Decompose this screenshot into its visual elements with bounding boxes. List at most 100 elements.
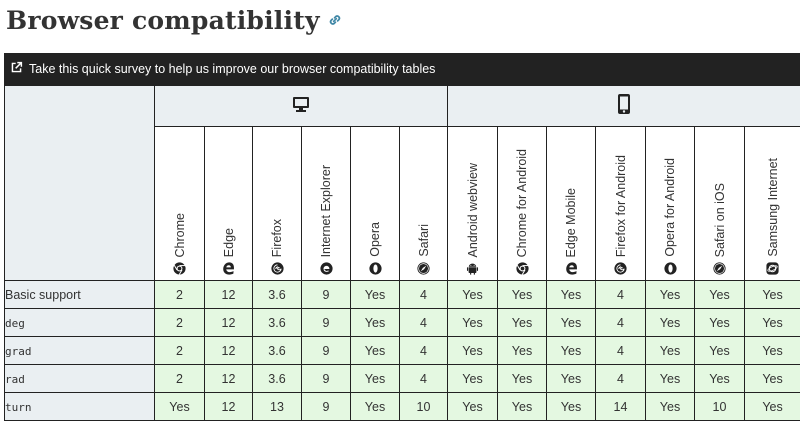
support-cell[interactable]: Yes [645, 308, 695, 337]
support-cell[interactable]: 4 [399, 364, 448, 393]
support-cell[interactable]: 9 [301, 336, 351, 365]
support-cell[interactable]: 10 [694, 392, 745, 421]
support-cell[interactable]: Yes [645, 364, 695, 393]
support-cell[interactable]: Yes [645, 280, 695, 309]
browser-name: Edge [221, 227, 236, 257]
support-cell[interactable]: 3.6 [252, 364, 302, 393]
browser-name: Android webview [465, 162, 480, 258]
table-row: rad 2 12 3.6 9 Yes 4 Yes Yes Yes 4 Yes Yes Yes [4, 364, 800, 393]
support-cell[interactable]: 4 [595, 308, 646, 337]
feature-code: rad [5, 372, 25, 386]
support-cell[interactable]: 4 [595, 336, 646, 365]
support-cell[interactable]: 3.6 [252, 336, 302, 365]
feature-label: Basic support [5, 287, 81, 302]
browser-header-opera-for-android: Opera for Android [645, 126, 695, 281]
support-cell[interactable]: Yes [546, 336, 596, 365]
support-cell[interactable]: Yes [350, 280, 400, 309]
support-cell[interactable]: Yes [743, 392, 800, 421]
support-cell[interactable]: Yes [546, 308, 596, 337]
support-cell[interactable]: Yes [497, 336, 547, 365]
support-cell[interactable]: Yes [497, 364, 547, 393]
browser-name: Edge Mobile [564, 187, 578, 258]
browser-header-edge-mobile: Edge Mobile [546, 126, 596, 281]
support-cell[interactable]: Yes [497, 392, 547, 421]
browser-header-safari-on-ios: Safari on iOS [694, 126, 745, 281]
platform-desktop [154, 85, 448, 127]
table-row: turn Yes 12 13 9 Yes 10 Yes Yes Yes 14 Yes 10 Yes [4, 392, 800, 421]
support-cell[interactable]: Yes [447, 336, 498, 365]
support-cell[interactable]: 4 [399, 336, 448, 365]
survey-banner[interactable]: Take this quick survey to help us improv… [4, 53, 800, 85]
feature-name: rad [4, 364, 155, 393]
support-cell[interactable]: Yes [350, 336, 400, 365]
browser-header-internet-explorer: Internet Explorer [301, 126, 351, 281]
support-cell[interactable]: 12 [204, 364, 253, 393]
support-cell[interactable]: Yes [447, 308, 498, 337]
support-cell[interactable]: Yes [497, 280, 547, 309]
link-icon[interactable] [328, 13, 342, 27]
support-cell[interactable]: Yes [694, 280, 745, 309]
support-cell[interactable]: Yes [743, 280, 800, 309]
desktop-icon [291, 96, 311, 118]
browser-name: Opera [368, 222, 382, 257]
external-link-icon [10, 61, 23, 77]
table-corner [4, 85, 155, 281]
section-heading: Browser compatibility [6, 2, 342, 38]
browser-name: Chrome [172, 212, 187, 257]
support-cell[interactable]: 12 [204, 280, 253, 309]
support-cell[interactable]: 10 [399, 392, 448, 421]
support-cell[interactable]: 4 [399, 280, 448, 309]
browser-name: Samsung Internet [765, 158, 780, 257]
browser-header-edge: Edge [204, 126, 253, 281]
samsung-icon [766, 262, 779, 275]
opera-icon [663, 262, 677, 275]
support-cell[interactable]: 12 [204, 392, 253, 421]
support-cell[interactable]: 12 [204, 336, 253, 365]
support-cell[interactable]: 9 [301, 392, 351, 421]
support-cell[interactable]: Yes [546, 280, 596, 309]
browser-header-firefox: Firefox [252, 126, 302, 281]
browser-header-safari: Safari [399, 126, 448, 281]
support-cell[interactable]: Yes [694, 336, 745, 365]
support-cell[interactable]: Yes [350, 364, 400, 393]
feature-code: grad [5, 344, 32, 358]
support-cell[interactable]: Yes [497, 308, 547, 337]
support-cell[interactable]: Yes [447, 280, 498, 309]
chrome-icon [515, 262, 529, 275]
safari-icon [713, 262, 726, 275]
support-cell[interactable]: 9 [301, 308, 351, 337]
survey-link[interactable]: Take this quick survey to help us improv… [29, 62, 436, 76]
support-cell[interactable]: 2 [154, 364, 205, 393]
support-cell[interactable]: 9 [301, 364, 351, 393]
support-cell[interactable]: Yes [645, 392, 695, 421]
support-cell[interactable]: Yes [743, 336, 800, 365]
support-cell[interactable]: Yes [743, 308, 800, 337]
support-cell[interactable]: 14 [595, 392, 646, 421]
support-cell[interactable]: Yes [694, 364, 745, 393]
support-cell[interactable]: Yes [546, 364, 596, 393]
support-cell[interactable]: Yes [546, 392, 596, 421]
support-cell[interactable]: Yes [743, 364, 800, 393]
support-cell[interactable]: Yes [154, 392, 205, 421]
support-cell[interactable]: 4 [595, 364, 646, 393]
support-cell[interactable]: 9 [301, 280, 351, 309]
support-cell[interactable]: Yes [447, 364, 498, 393]
support-cell[interactable]: 4 [595, 280, 646, 309]
browser-header-opera: Opera [350, 126, 400, 281]
support-cell[interactable]: Yes [694, 308, 745, 337]
support-cell[interactable]: Yes [645, 336, 695, 365]
support-cell[interactable]: 2 [154, 308, 205, 337]
support-cell[interactable]: 3.6 [252, 308, 302, 337]
support-cell[interactable]: 13 [252, 392, 302, 421]
support-cell[interactable]: 2 [154, 280, 205, 309]
support-cell[interactable]: Yes [350, 392, 400, 421]
browser-name: Safari on iOS [712, 182, 727, 257]
safari-icon [417, 262, 430, 275]
support-cell[interactable]: Yes [447, 392, 498, 421]
support-cell[interactable]: 12 [204, 308, 253, 337]
support-cell[interactable]: 3.6 [252, 280, 302, 309]
support-cell[interactable]: Yes [350, 308, 400, 337]
feature-name: grad [4, 336, 155, 365]
support-cell[interactable]: 4 [399, 308, 448, 337]
support-cell[interactable]: 2 [154, 336, 205, 365]
